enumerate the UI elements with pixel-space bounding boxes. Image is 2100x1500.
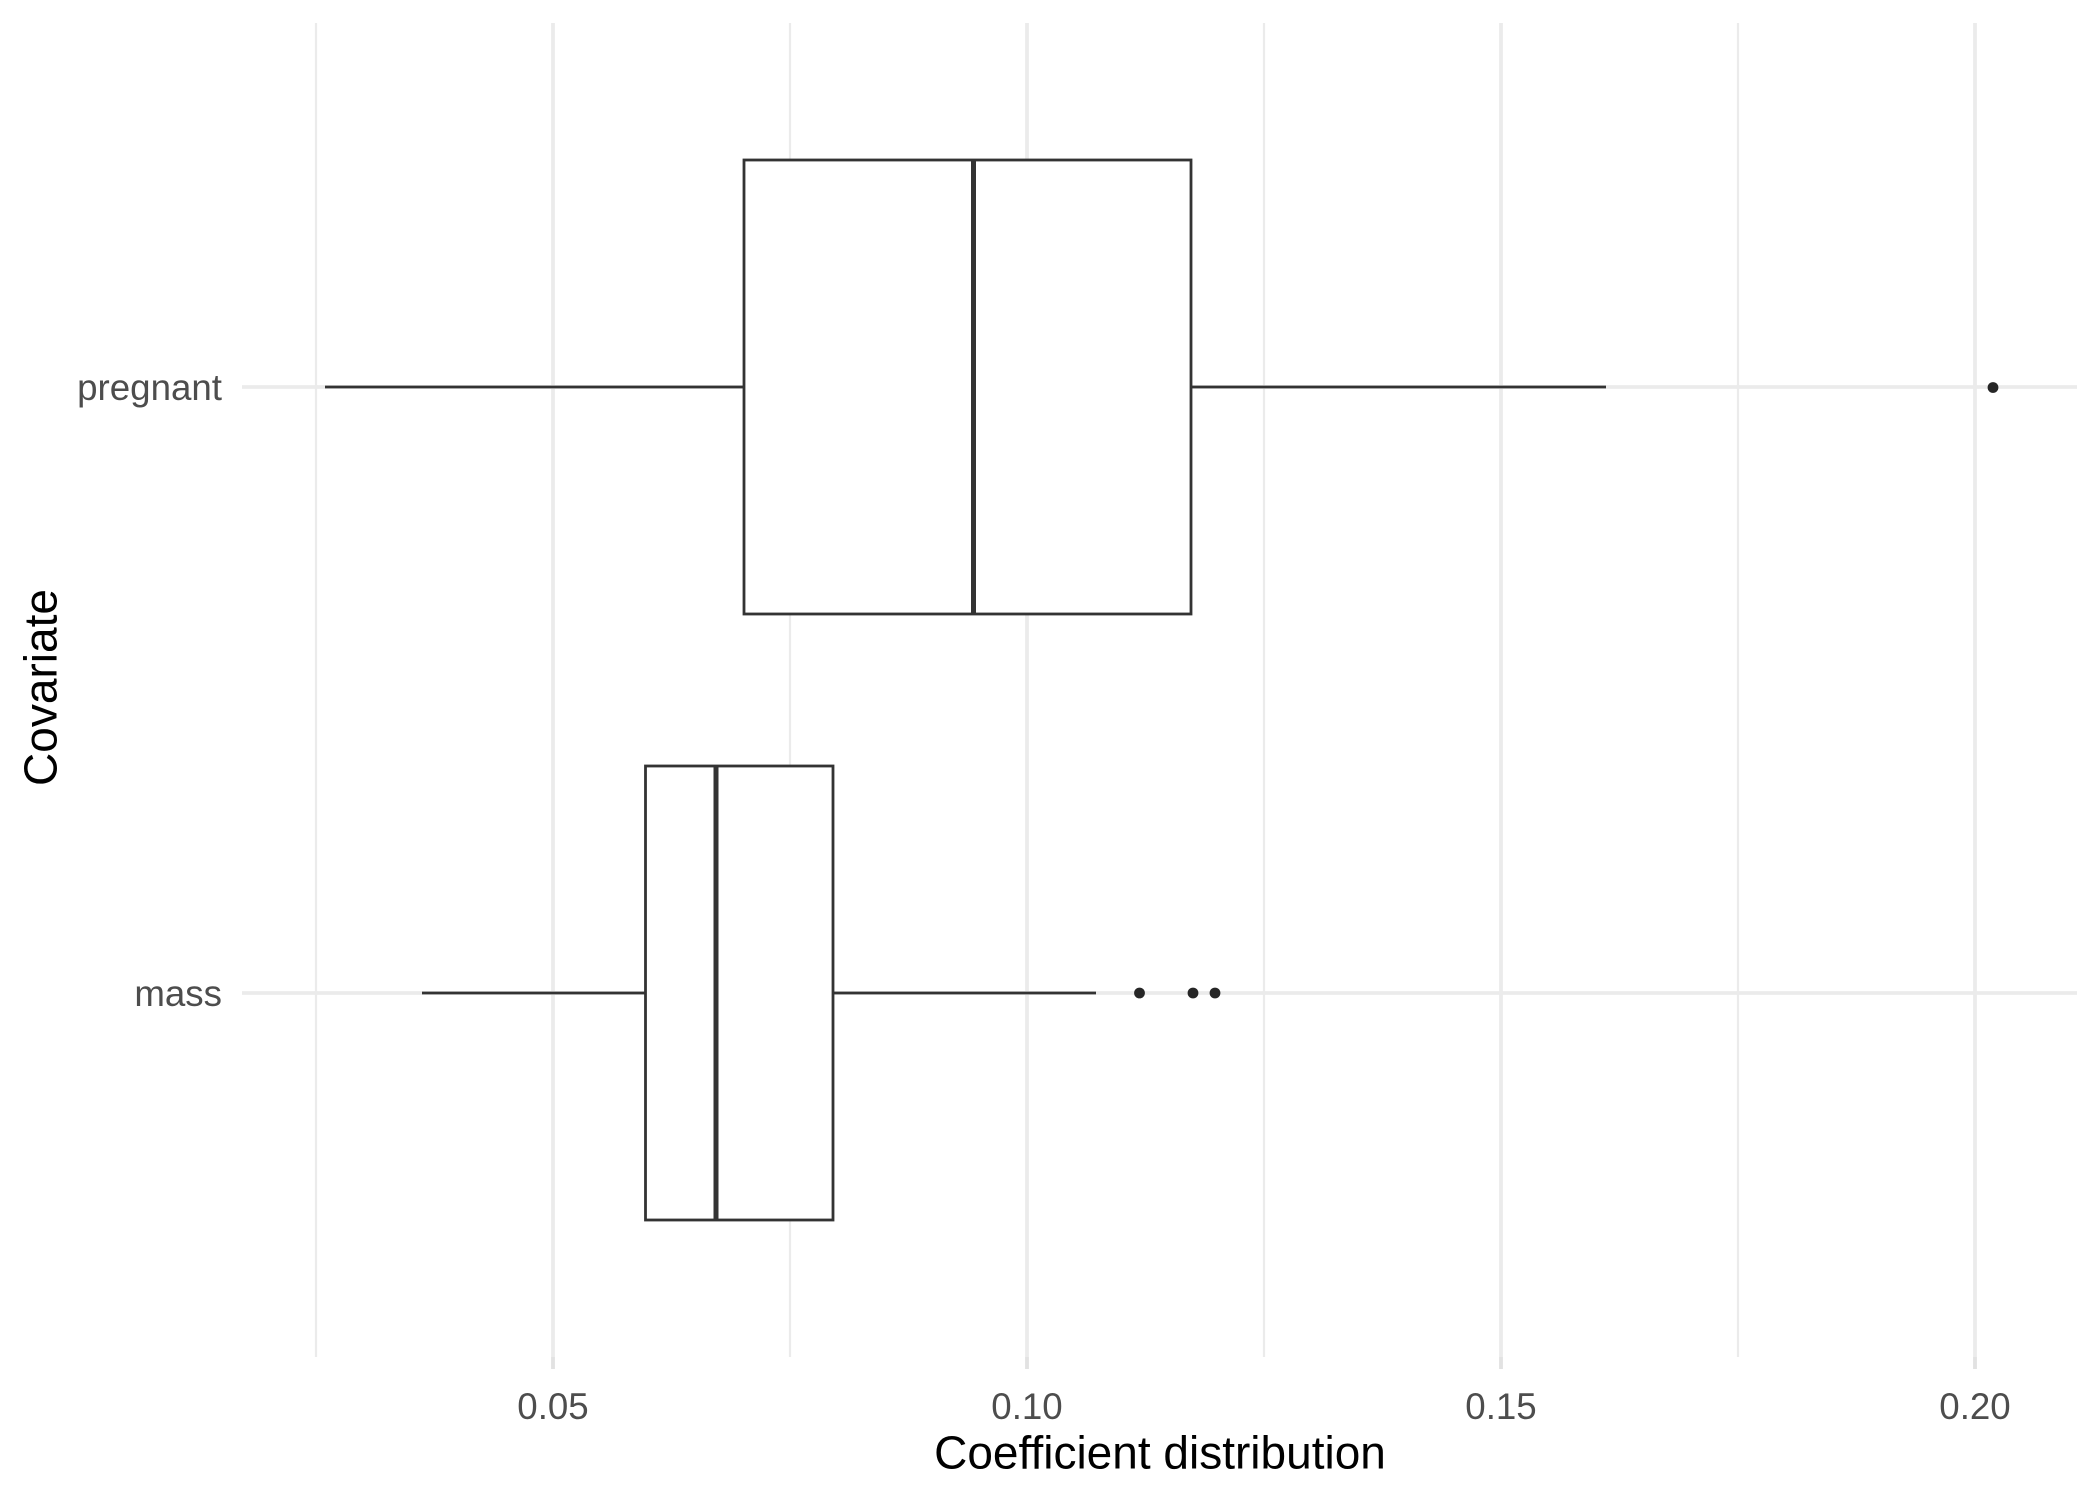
svg-text:Coefficient distribution: Coefficient distribution [934, 1427, 1386, 1479]
svg-text:Covariate: Covariate [15, 589, 67, 786]
svg-text:0.05: 0.05 [517, 1386, 588, 1427]
svg-text:pregnant: pregnant [77, 367, 222, 408]
svg-text:0.20: 0.20 [1939, 1386, 2010, 1427]
svg-text:0.10: 0.10 [991, 1386, 1062, 1427]
svg-text:mass: mass [134, 973, 222, 1014]
svg-text:0.15: 0.15 [1465, 1386, 1536, 1427]
